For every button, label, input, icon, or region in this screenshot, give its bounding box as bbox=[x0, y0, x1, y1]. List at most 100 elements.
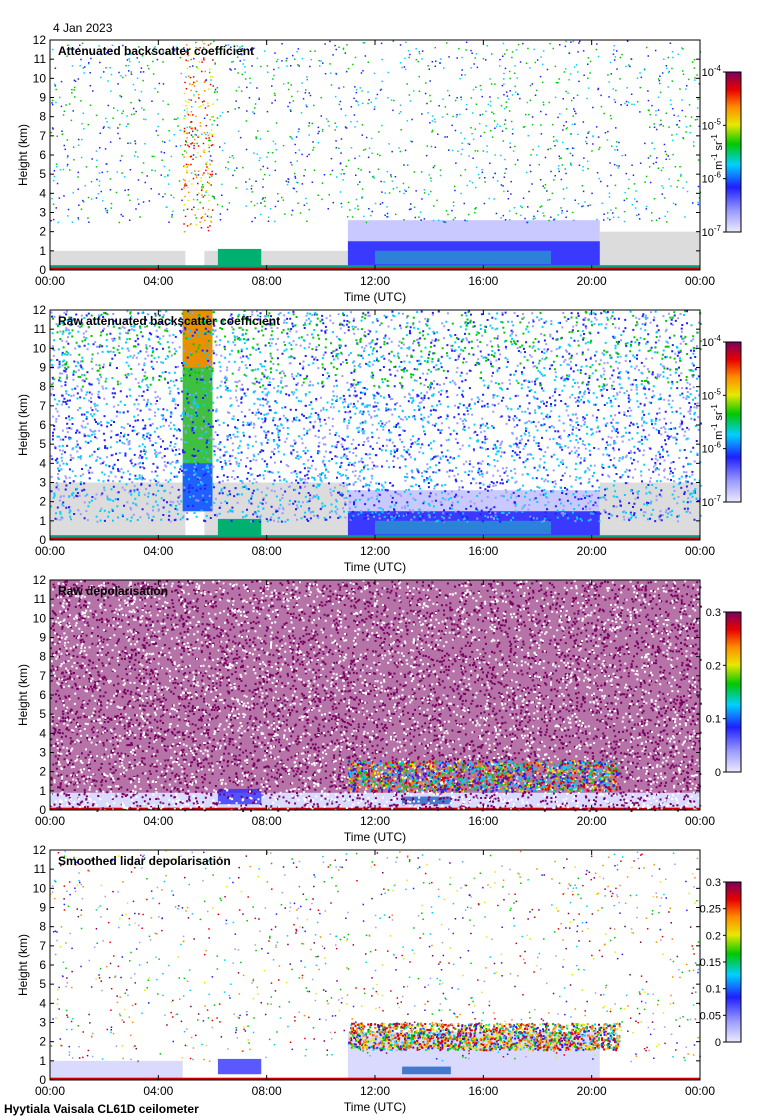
x-tick-label: 20:00 bbox=[577, 814, 607, 828]
x-tick-label: 08:00 bbox=[252, 814, 282, 828]
x-tick-label: 00:00 bbox=[685, 544, 715, 558]
y-axis-label: Height (km) bbox=[16, 124, 30, 186]
y-tick-label: 10 bbox=[33, 71, 47, 85]
colorbar-unit-part: -1 bbox=[710, 423, 719, 431]
y-tick-label: 0 bbox=[39, 263, 46, 277]
heatmap-field bbox=[50, 580, 702, 812]
colorbar-tick-exponent: -5 bbox=[714, 387, 722, 396]
y-tick-label: 10 bbox=[33, 611, 47, 625]
y-tick-label: 5 bbox=[39, 977, 46, 991]
y-tick-label: 2 bbox=[39, 495, 46, 509]
x-tick-label: 12:00 bbox=[360, 274, 390, 288]
panel-title: Attenuated backscatter coefficient bbox=[58, 44, 254, 58]
x-tick-label: 12:00 bbox=[360, 544, 390, 558]
y-tick-label: 8 bbox=[39, 110, 46, 124]
y-tick-label: 7 bbox=[39, 939, 46, 953]
colorbar-tick-label: 0.1 bbox=[706, 984, 721, 996]
colorbar-tick-label: 10-6 bbox=[702, 441, 722, 456]
y-axis-label: Height (km) bbox=[16, 394, 30, 456]
x-tick-label: 12:00 bbox=[360, 1084, 390, 1098]
x-tick-label: 12:00 bbox=[360, 814, 390, 828]
x-tick-label: 08:00 bbox=[252, 544, 282, 558]
y-tick-label: 3 bbox=[39, 1016, 46, 1030]
x-tick-label: 04:00 bbox=[143, 1084, 173, 1098]
colorbar-tick-exponent: -7 bbox=[714, 494, 722, 503]
y-tick-label: 8 bbox=[39, 650, 46, 664]
y-axis-label: Height (km) bbox=[16, 664, 30, 726]
y-tick-label: 0 bbox=[39, 1073, 46, 1087]
colorbar-unit: m-1 sr-1 bbox=[710, 134, 725, 170]
colorbar-tick-label: 0 bbox=[715, 1037, 721, 1049]
low-cloud bbox=[217, 518, 262, 537]
speckle bbox=[348, 760, 620, 793]
speckle bbox=[50, 310, 702, 523]
y-tick-label: 1 bbox=[39, 244, 46, 258]
y-tick-label: 12 bbox=[33, 303, 47, 317]
colorbar-tick-exponent: -7 bbox=[714, 224, 722, 233]
x-tick-label: 00:00 bbox=[685, 814, 715, 828]
y-tick-label: 4 bbox=[39, 726, 46, 740]
colorbar-tick-label: 10-4 bbox=[702, 64, 722, 79]
colorbar-tick-label: 10-7 bbox=[702, 494, 722, 509]
y-tick-label: 5 bbox=[39, 707, 46, 721]
aerosol-core bbox=[402, 1066, 451, 1075]
speckle bbox=[50, 40, 702, 224]
speckle bbox=[50, 310, 702, 389]
x-tick-label: 00:00 bbox=[35, 814, 65, 828]
y-tick-label: 10 bbox=[33, 341, 47, 355]
colorbar-tick-label: 10-6 bbox=[702, 171, 722, 186]
x-tick-label: 16:00 bbox=[468, 814, 498, 828]
y-tick-label: 11 bbox=[34, 862, 47, 876]
y-tick-label: 3 bbox=[39, 206, 46, 220]
x-tick-label: 04:00 bbox=[143, 544, 173, 558]
x-tick-label: 08:00 bbox=[252, 274, 282, 288]
y-tick-label: 6 bbox=[39, 148, 46, 162]
y-tick-label: 5 bbox=[39, 167, 46, 181]
x-tick-label: 08:00 bbox=[252, 1084, 282, 1098]
colorbar-unit-part: m bbox=[713, 161, 725, 170]
y-tick-label: 0 bbox=[39, 533, 46, 547]
colorbar-unit-part: -1 bbox=[710, 153, 719, 161]
speckle bbox=[183, 44, 214, 232]
x-axis-label: Time (UTC) bbox=[344, 1100, 406, 1114]
heatmap-field bbox=[50, 40, 702, 270]
colorbar bbox=[725, 71, 742, 233]
speckle bbox=[50, 40, 701, 224]
colorbar-tick-label: 0 bbox=[715, 767, 721, 779]
speckle bbox=[182, 42, 213, 233]
y-tick-label: 9 bbox=[39, 901, 46, 915]
y-tick-label: 2 bbox=[39, 225, 46, 239]
x-tick-label: 00:00 bbox=[685, 274, 715, 288]
aerosol-core bbox=[402, 796, 451, 805]
y-tick-label: 0 bbox=[39, 803, 46, 817]
x-tick-label: 20:00 bbox=[577, 544, 607, 558]
y-tick-label: 9 bbox=[39, 631, 46, 645]
speckle bbox=[50, 580, 702, 812]
colorbar-unit-part: sr bbox=[713, 141, 725, 154]
colorbar-tick-exponent: -6 bbox=[714, 441, 722, 450]
colorbar-tick-label: 0.2 bbox=[706, 930, 721, 942]
low-cloud bbox=[217, 248, 262, 267]
y-axis-label: Height (km) bbox=[16, 934, 30, 996]
x-axis-label: Time (UTC) bbox=[344, 290, 406, 304]
y-tick-label: 6 bbox=[39, 418, 46, 432]
x-tick-label: 00:00 bbox=[35, 544, 65, 558]
y-tick-label: 12 bbox=[33, 573, 47, 587]
colorbar bbox=[725, 341, 742, 503]
ground-layer bbox=[50, 1060, 183, 1080]
colorbar-unit: m-1 sr-1 bbox=[710, 404, 725, 440]
colorbar-tick-label: 0.1 bbox=[706, 714, 721, 726]
x-tick-label: 00:00 bbox=[685, 1084, 715, 1098]
y-tick-label: 3 bbox=[39, 746, 46, 760]
x-axis-label: Time (UTC) bbox=[344, 830, 406, 844]
colorbar bbox=[725, 611, 742, 773]
x-tick-label: 20:00 bbox=[577, 1084, 607, 1098]
colorbar-tick-label: 0.2 bbox=[706, 660, 721, 672]
y-tick-label: 1 bbox=[39, 1054, 46, 1068]
aerosol-core-2 bbox=[375, 250, 552, 265]
colorbar-tick-label: 0.15 bbox=[700, 957, 721, 969]
heatmap-field bbox=[50, 310, 702, 540]
